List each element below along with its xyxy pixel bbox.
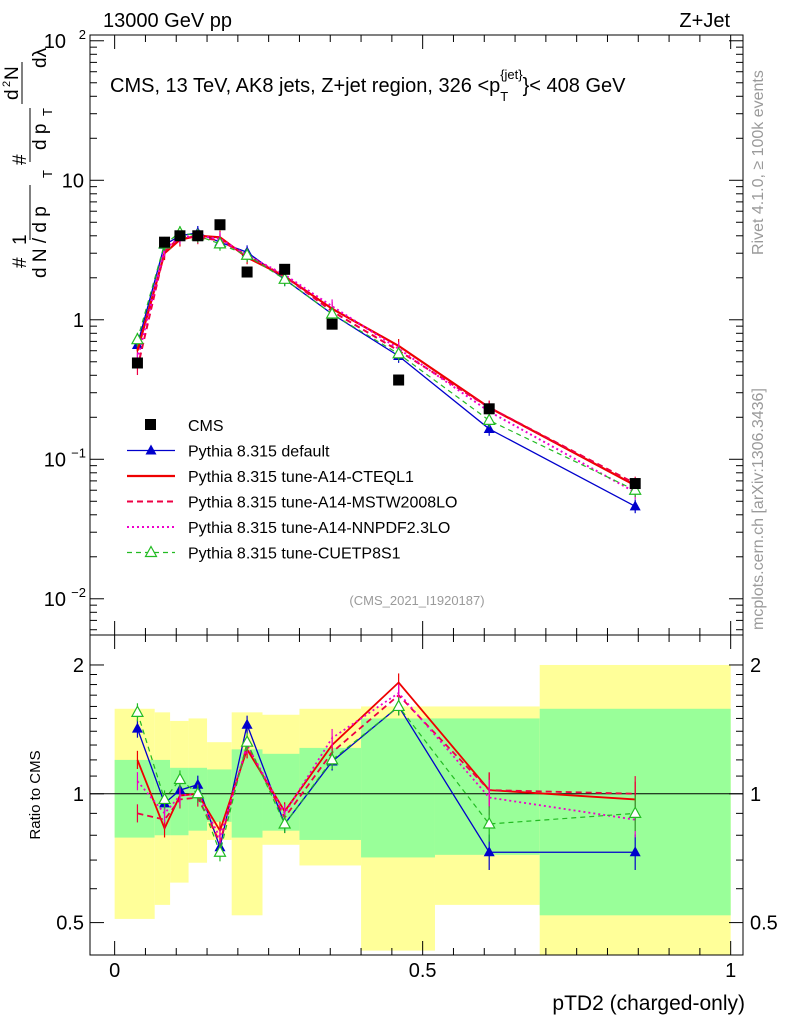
svg-text:#: # xyxy=(10,154,31,165)
main-y-axis-label: # 1 d N / d p T # d p T d 2 N dλ xyxy=(1,47,55,278)
rivet-version-label: Rivet 4.1.0, ≥ 100k events xyxy=(750,70,767,255)
main-point-s5 xyxy=(392,346,406,359)
main-point-s5 xyxy=(240,248,254,260)
svg-text:dλ: dλ xyxy=(30,47,51,68)
ratio-y-ticks: 0.5 0.5 1 1 2 2 xyxy=(56,655,778,935)
main-line-1 xyxy=(136,232,636,507)
ratio-point-s1 xyxy=(629,846,641,857)
legend: CMS Pythia 8.315 default Pythia 8.315 tune… xyxy=(127,418,457,563)
ratio-ytick-label-left: 1 xyxy=(73,784,84,806)
xtick-label: 0 xyxy=(109,960,120,982)
cms-data-point xyxy=(279,263,291,275)
xtick-label: 1 xyxy=(725,960,736,982)
main-point-s5 xyxy=(130,332,144,345)
main-line-4 xyxy=(136,234,636,494)
main-x-ticks xyxy=(114,35,732,635)
svg-text:#: # xyxy=(10,257,31,268)
ratio-ytick-label-right: 2 xyxy=(750,655,761,677)
ratio-x-ticks: 0 0.5 1 xyxy=(109,635,736,982)
ratio-point-s5 xyxy=(278,816,292,829)
ratio-ytick-label-left: 0.5 xyxy=(56,913,84,935)
legend-label: Pythia 8.315 tune-A14-NNPDF2.3LO xyxy=(188,520,450,537)
main-ytick-label: 10 xyxy=(44,31,66,53)
main-ytick-label: 10 xyxy=(44,449,66,471)
main-ytick-exponent: −1 xyxy=(71,445,86,460)
legend-label: Pythia 8.315 default xyxy=(188,444,330,461)
main-point-s5 xyxy=(628,482,642,495)
main-point-s1 xyxy=(483,422,495,433)
legend-label: Pythia 8.315 tune-A14-MSTW2008LO xyxy=(188,495,457,512)
ratio-point-s5 xyxy=(482,816,496,829)
cms-data-point xyxy=(483,403,495,415)
ratio-point-s5 xyxy=(325,752,339,765)
main-series-group xyxy=(130,219,642,514)
cms-data-point xyxy=(214,219,226,231)
ratio-point-s5 xyxy=(130,705,144,717)
ratio-ytick-label-right: 0.5 xyxy=(750,913,778,935)
svg-text:T: T xyxy=(40,170,55,178)
svg-text:1: 1 xyxy=(10,234,31,245)
svg-text:N: N xyxy=(2,66,23,80)
ratio-point-s5 xyxy=(240,734,254,747)
ratio-point-s5 xyxy=(158,792,172,805)
cms-data-point xyxy=(241,266,253,278)
cms-data-point xyxy=(192,230,204,242)
ratio-y-axis-label: Ratio to CMS xyxy=(27,750,44,839)
cms-data-point xyxy=(393,374,405,386)
svg-text:d: d xyxy=(2,89,23,100)
cms-data-point xyxy=(159,236,171,248)
xtick-label: 0.5 xyxy=(409,960,437,982)
ratio-point-s5 xyxy=(392,699,406,712)
process-label: Z+Jet xyxy=(679,10,730,32)
main-ytick-label: 1 xyxy=(73,310,84,332)
ratio-point-s1 xyxy=(241,718,253,729)
legend-marker xyxy=(145,444,157,455)
legend-marker-cms xyxy=(145,419,156,430)
ratio-point-s1 xyxy=(483,846,495,857)
svg-text:d p: d p xyxy=(30,124,51,150)
legend-marker xyxy=(144,545,158,558)
main-point-s5 xyxy=(278,272,292,284)
svg-text:d N / d p: d N / d p xyxy=(30,206,51,278)
main-ytick-exponent: −2 xyxy=(71,585,86,600)
cms-data-point xyxy=(174,230,186,242)
source-label: mcplots.cern.ch [arXiv:1306.3436] xyxy=(750,388,767,630)
main-ytick-exponent: 2 xyxy=(79,27,86,42)
cms-data-point xyxy=(629,478,641,490)
cms-data-point xyxy=(131,357,143,369)
legend-label: Pythia 8.315 tune-CUETP8S1 xyxy=(188,546,401,563)
ratio-point-s5 xyxy=(213,845,227,857)
ratio-band-inner xyxy=(114,759,155,838)
ratio-ytick-label-left: 2 xyxy=(73,655,84,677)
ratio-band-inner xyxy=(361,718,435,858)
main-point-s1 xyxy=(629,500,641,511)
ratio-ytick-label-right: 1 xyxy=(750,784,761,806)
legend-label: Pythia 8.315 tune-A14-CTEQL1 xyxy=(188,469,414,486)
main-panel: 10 −2 10 −1 1 10 10 2 xyxy=(44,27,744,636)
main-ytick-label: 10 xyxy=(44,589,66,611)
ratio-panel: 0.5 0.51 12 2 0 0.5 1 xyxy=(56,634,778,982)
analysis-id-label: (CMS_2021_I1920187) xyxy=(349,593,484,608)
main-point-s5 xyxy=(213,236,227,249)
ratio-frame xyxy=(89,634,744,956)
main-y-ticks: 10 −2 10 −1 1 10 10 2 xyxy=(44,27,743,631)
energy-label: 13000 GeV pp xyxy=(103,10,232,32)
legend-label: CMS xyxy=(188,418,224,435)
ratio-band-inner xyxy=(262,753,300,831)
ratio-series-group xyxy=(130,673,642,870)
ratio-point-s1 xyxy=(131,722,143,733)
ratio-point-s5 xyxy=(191,786,205,799)
ratio-point-s1 xyxy=(192,778,204,789)
x-axis-label: pTD2 (charged-only) xyxy=(552,992,745,1015)
svg-text:2: 2 xyxy=(1,81,13,87)
cms-data-point xyxy=(326,318,338,330)
main-ytick-label: 10 xyxy=(62,170,84,192)
main-point-s5 xyxy=(325,306,339,319)
ratio-point-s5 xyxy=(628,806,642,818)
svg-text:T: T xyxy=(40,108,55,116)
plot-title: CMS, 13 TeV, AK8 jets, Z+jet region, 326… xyxy=(110,67,626,104)
main-point-s5 xyxy=(482,413,496,425)
ratio-point-s5 xyxy=(173,772,187,785)
